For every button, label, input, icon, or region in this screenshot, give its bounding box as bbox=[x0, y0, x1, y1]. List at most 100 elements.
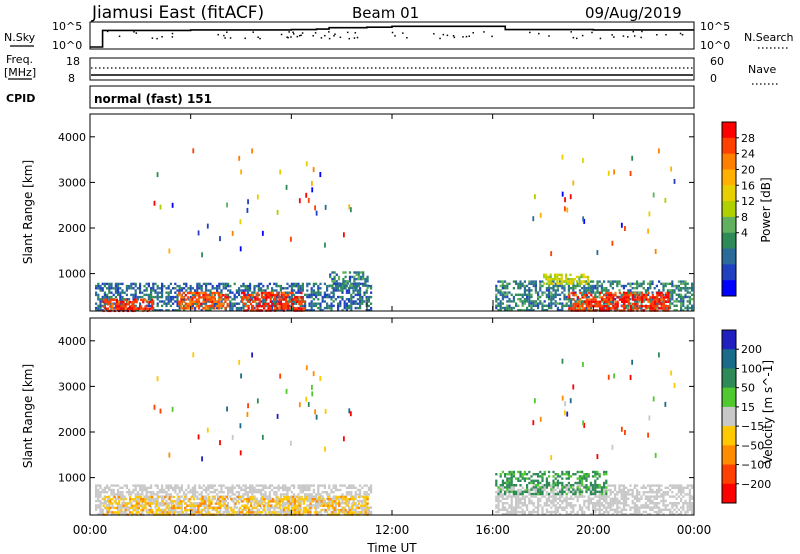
heatmap-cell bbox=[319, 502, 322, 505]
heatmap-cell bbox=[572, 510, 575, 514]
heatmap-cell bbox=[156, 295, 159, 299]
heatmap-cell bbox=[583, 302, 586, 305]
heatmap-cell bbox=[601, 305, 604, 308]
heatmap-cell bbox=[332, 502, 335, 505]
heatmap-cell bbox=[172, 302, 175, 305]
heatmap-cell bbox=[163, 300, 166, 303]
heatmap-cell bbox=[200, 504, 203, 507]
heatmap-cell bbox=[545, 497, 548, 500]
heatmap-cell bbox=[184, 495, 187, 499]
heatmap-cell bbox=[274, 511, 277, 514]
heatmap-cell bbox=[297, 499, 300, 503]
heatmap-cell bbox=[266, 506, 269, 509]
heatmap-cell bbox=[326, 293, 329, 297]
heatmap-cell bbox=[352, 300, 355, 303]
heatmap-cell bbox=[310, 302, 313, 305]
noise-search-dot bbox=[217, 33, 220, 36]
heatmap-cell bbox=[611, 300, 614, 303]
heatmap-cell bbox=[603, 491, 606, 494]
heatmap-cell bbox=[605, 287, 608, 290]
heatmap-cell bbox=[574, 291, 577, 294]
heatmap-cell bbox=[671, 502, 674, 505]
heatmap-cell bbox=[199, 504, 202, 507]
heatmap-cell bbox=[213, 304, 216, 308]
heatmap-cell bbox=[363, 506, 366, 509]
heatmap-cell bbox=[550, 302, 553, 305]
heatmap-cell bbox=[114, 295, 117, 299]
heatmap-cell bbox=[308, 488, 311, 492]
heatmap-cell bbox=[244, 491, 247, 494]
heatmap-cell bbox=[636, 296, 639, 299]
heatmap-cell bbox=[249, 491, 252, 494]
heatmap-cell bbox=[691, 484, 694, 487]
heatmap-cell bbox=[293, 282, 296, 286]
heatmap-cell bbox=[110, 284, 113, 288]
heatmap-cell bbox=[532, 473, 535, 476]
heatmap-cell bbox=[636, 504, 639, 507]
scatter-echo bbox=[285, 184, 288, 190]
heatmap-cell bbox=[576, 280, 579, 283]
heatmap-cell bbox=[141, 488, 144, 492]
heatmap-cell bbox=[655, 504, 658, 507]
heatmap-cell bbox=[300, 307, 303, 310]
heatmap-cell bbox=[306, 497, 309, 500]
heatmap-cell bbox=[581, 293, 584, 296]
heatmap-cell bbox=[148, 307, 151, 310]
heatmap-cell bbox=[537, 502, 540, 505]
heatmap-cell bbox=[686, 502, 689, 505]
heatmap-cell bbox=[537, 473, 540, 476]
heatmap-cell bbox=[251, 486, 254, 489]
heatmap-cell bbox=[279, 510, 282, 514]
heatmap-cell bbox=[647, 484, 650, 487]
heatmap-cell bbox=[211, 300, 214, 303]
heatmap-cell bbox=[119, 504, 122, 507]
heatmap-cell bbox=[512, 475, 515, 478]
heatmap-cell bbox=[111, 498, 114, 501]
heatmap-cell bbox=[348, 484, 351, 487]
heatmap-cell bbox=[519, 287, 522, 290]
heatmap-cell bbox=[276, 307, 279, 310]
heatmap-cell bbox=[122, 500, 125, 503]
heatmap-cell bbox=[574, 495, 577, 498]
heatmap-cell bbox=[643, 305, 646, 308]
heatmap-cell bbox=[662, 495, 665, 498]
heatmap-cell bbox=[158, 502, 161, 505]
heatmap-cell bbox=[599, 291, 602, 295]
heatmap-cell bbox=[191, 302, 194, 306]
heatmap-cell bbox=[594, 300, 597, 303]
heatmap-cell bbox=[616, 493, 619, 496]
heatmap-cell bbox=[312, 291, 315, 294]
heatmap-cell bbox=[246, 502, 249, 505]
heatmap-cell bbox=[528, 488, 531, 492]
heatmap-cell bbox=[633, 506, 636, 509]
heatmap-cell bbox=[563, 497, 566, 500]
heatmap-cell bbox=[356, 493, 359, 496]
heatmap-cell bbox=[633, 508, 636, 511]
heatmap-cell bbox=[523, 490, 526, 493]
heatmap-cell bbox=[588, 305, 591, 308]
noise-search-dot bbox=[106, 30, 109, 33]
heatmap-cell bbox=[568, 294, 571, 297]
heatmap-cell bbox=[567, 309, 570, 312]
heatmap-cell bbox=[219, 504, 222, 507]
heatmap-cell bbox=[231, 491, 234, 494]
heatmap-cell bbox=[607, 294, 610, 297]
heatmap-cell bbox=[532, 486, 535, 489]
heatmap-cell bbox=[521, 477, 524, 480]
heatmap-cell bbox=[537, 306, 540, 310]
heatmap-cell bbox=[570, 298, 573, 301]
scatter-echo bbox=[342, 232, 345, 238]
heatmap-cell bbox=[163, 488, 166, 492]
heatmap-cell bbox=[665, 305, 668, 308]
heatmap-cell bbox=[176, 293, 179, 297]
heatmap-cell bbox=[578, 504, 581, 507]
heatmap-cell bbox=[142, 500, 145, 503]
heatmap-cell bbox=[130, 293, 133, 297]
heatmap-cell bbox=[151, 307, 154, 310]
heatmap-cell bbox=[545, 278, 548, 281]
heatmap-cell bbox=[163, 504, 166, 507]
heatmap-cell bbox=[247, 305, 250, 308]
heatmap-cell bbox=[218, 497, 221, 500]
heatmap-cell bbox=[506, 473, 509, 476]
heatmap-cell bbox=[588, 302, 591, 306]
